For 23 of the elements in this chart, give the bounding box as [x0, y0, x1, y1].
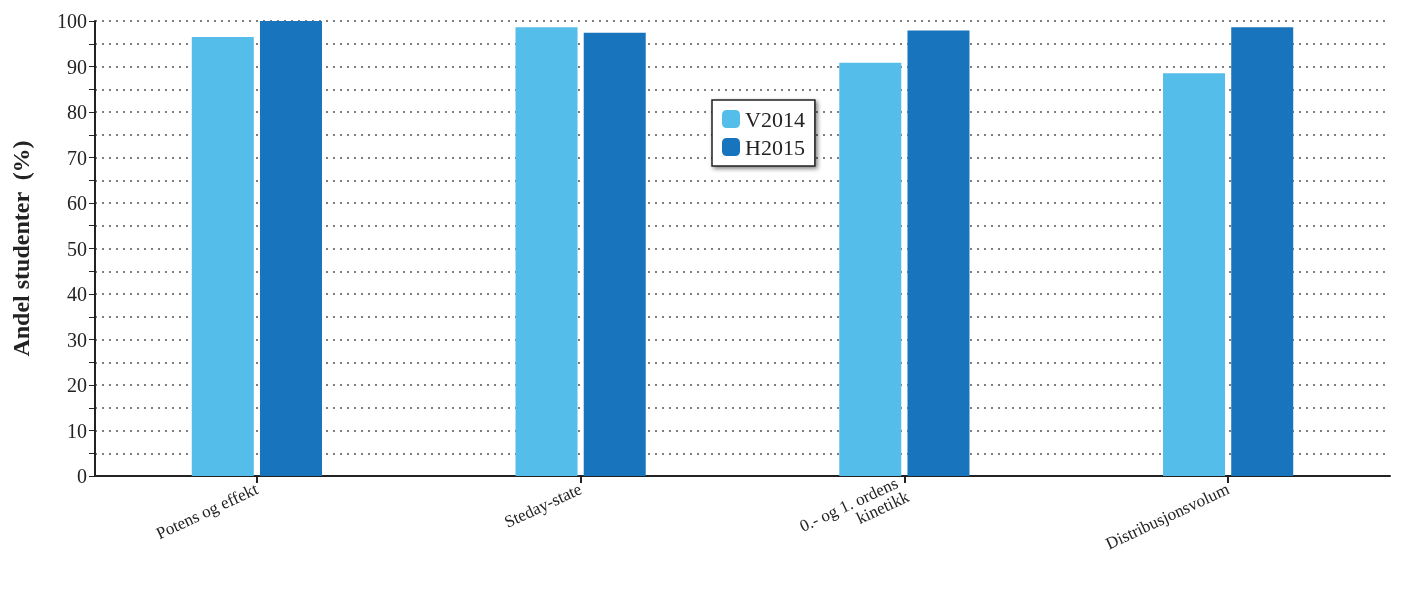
bar: [259, 21, 322, 476]
y-tick-label: 10: [67, 419, 87, 442]
y-tick-label: 0: [77, 465, 87, 487]
y-tick-label: 70: [67, 146, 87, 169]
y-tick-label: 20: [67, 374, 87, 396]
y-tick-label: 80: [67, 101, 87, 123]
y-tick-label: 30: [67, 328, 87, 351]
bar: [839, 62, 902, 476]
bar: [515, 27, 578, 476]
y-tick-label: 60: [67, 192, 87, 214]
bar: [191, 36, 254, 476]
y-tick-label: 50: [67, 237, 87, 260]
bar: [1163, 73, 1226, 476]
bar: [583, 32, 646, 476]
bar: [907, 30, 970, 476]
y-tick-label: 40: [67, 283, 87, 305]
x-tick-label: Potens og effekt: [153, 479, 262, 544]
bar: [1231, 27, 1294, 476]
legend-label: H2015: [745, 134, 805, 160]
y-tick-label: 90: [67, 55, 87, 78]
y-axis-title: Andel studenter (%): [8, 140, 34, 357]
y-tick-label: 100: [57, 10, 87, 32]
legend-label: V2014: [745, 106, 805, 132]
